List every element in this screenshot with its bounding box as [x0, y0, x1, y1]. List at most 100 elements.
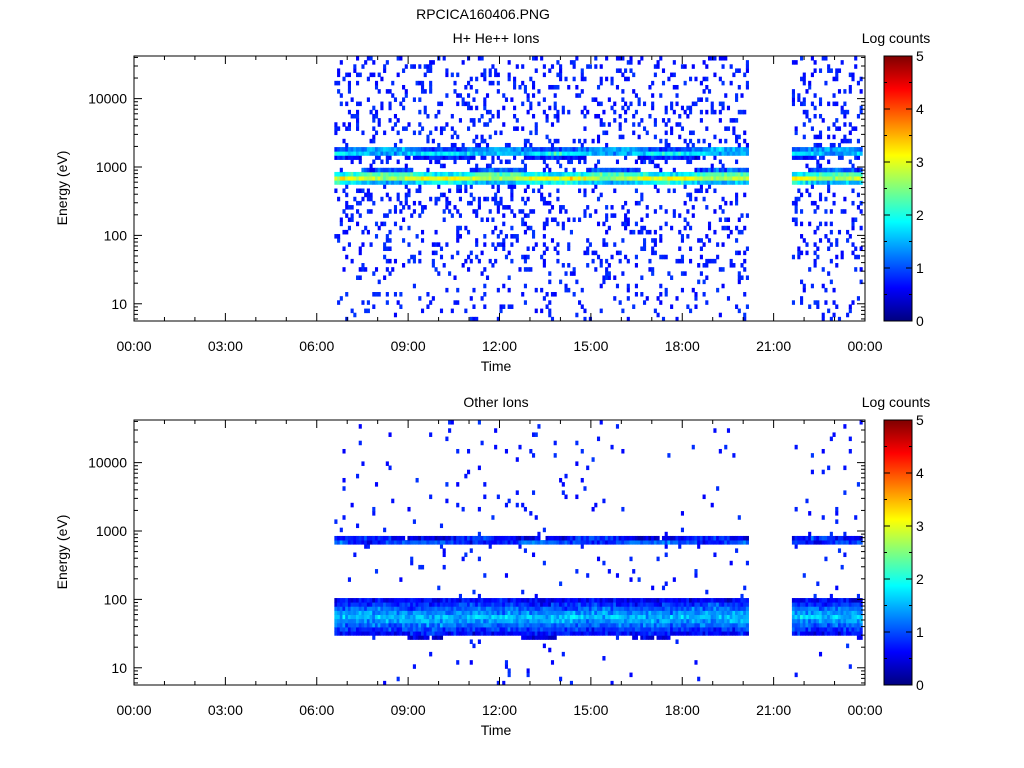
- spectrogram-cell: [469, 155, 473, 160]
- spectrogram-cell: [683, 151, 687, 156]
- spectrogram-cell: [818, 598, 823, 603]
- spectrogram-cell: [637, 577, 641, 582]
- spectrogram-cell: [358, 535, 362, 541]
- spectrogram-cell: [402, 180, 406, 185]
- spectrogram-cell: [640, 540, 644, 545]
- spectrogram-cell: [583, 622, 587, 628]
- spectrogram-cell: [445, 176, 449, 181]
- spectrogram-cell: [567, 540, 571, 545]
- spectrogram-cell: [840, 622, 844, 628]
- spectrogram-cell: [724, 606, 728, 611]
- spectrogram-cell: [726, 540, 731, 545]
- spectrogram-cell: [453, 142, 457, 148]
- spectrogram-cell: [372, 60, 376, 65]
- spectrogram-cell: [448, 627, 452, 632]
- spectrogram-cell: [575, 155, 579, 160]
- spectrogram-cell: [800, 296, 804, 301]
- spectrogram-cell: [358, 606, 362, 611]
- spectrogram-cell: [504, 540, 509, 545]
- spectrogram-cell: [494, 180, 498, 185]
- spectrogram-cell: [667, 618, 671, 624]
- spectrogram-cell: [637, 200, 641, 206]
- spectrogram-cell: [458, 196, 462, 202]
- spectrogram-cell: [735, 238, 739, 243]
- spectrogram-cell: [383, 68, 387, 73]
- spectrogram-cell: [629, 540, 633, 545]
- spectrogram-cell: [450, 420, 454, 425]
- spectrogram-cell: [618, 122, 622, 127]
- spectrogram-cell: [458, 225, 462, 231]
- spectrogram-cell: [485, 93, 490, 98]
- spectrogram-cell: [794, 171, 798, 177]
- spectrogram-cell: [821, 56, 825, 61]
- spectrogram-cell: [800, 76, 804, 82]
- spectrogram-cell: [388, 101, 392, 107]
- spectrogram-cell: [507, 602, 511, 607]
- spectrogram-cell: [567, 217, 571, 223]
- spectrogram-cell: [599, 283, 603, 289]
- spectrogram-cell: [694, 598, 698, 603]
- spectrogram-cell: [550, 122, 555, 127]
- spectrogram-cell: [859, 89, 863, 94]
- spectrogram-cell: [410, 167, 414, 173]
- spectrogram-cell: [467, 627, 471, 632]
- spectrogram-cell: [797, 622, 801, 628]
- spectrogram-cell: [464, 614, 468, 620]
- spectrogram-cell: [431, 540, 435, 545]
- spectrogram-cell: [634, 598, 638, 603]
- spectrogram-cell: [686, 535, 690, 541]
- spectrogram-cell: [393, 606, 398, 611]
- spectrogram-cell: [832, 93, 836, 98]
- spectrogram-cell: [407, 205, 411, 210]
- spectrogram-cell: [843, 209, 847, 214]
- spectrogram-cell: [602, 167, 606, 173]
- spectrogram-cell: [412, 540, 416, 545]
- spectrogram-cell: [791, 171, 796, 177]
- spectrogram-cell: [605, 267, 609, 272]
- spectrogram-cell: [824, 176, 828, 181]
- spectrogram-cell: [794, 602, 798, 607]
- spectrogram-cell: [578, 618, 582, 624]
- spectrogram-cell: [697, 631, 701, 636]
- spectrogram-cell: [713, 552, 717, 558]
- spectrogram-cell: [578, 188, 582, 194]
- spectrogram-cell: [702, 618, 706, 624]
- spectrogram-cell: [550, 151, 555, 156]
- spectrogram-cell: [859, 105, 863, 111]
- spectrogram-cell: [548, 598, 552, 603]
- spectrogram-cell: [634, 614, 638, 620]
- spectrogram-cell: [439, 622, 444, 628]
- x-tick-label: 18:00: [665, 338, 700, 354]
- spectrogram-cell: [418, 631, 422, 636]
- spectrogram-cell: [848, 72, 852, 78]
- spectrogram-cell: [824, 234, 828, 239]
- spectrogram-cell: [659, 56, 663, 61]
- spectrogram-cell: [672, 167, 676, 173]
- spectrogram-cell: [653, 122, 657, 127]
- spectrogram-cell: [434, 113, 438, 119]
- spectrogram-cell: [548, 138, 552, 144]
- spectrogram-cell: [475, 180, 479, 185]
- spectrogram-cell: [599, 420, 603, 425]
- spectrogram-cell: [437, 606, 441, 611]
- spectrogram-cell: [499, 304, 503, 309]
- spectrogram-cell: [472, 618, 476, 624]
- spectrogram-cell: [502, 205, 506, 210]
- spectrogram-cell: [545, 610, 549, 616]
- spectrogram-cell: [618, 126, 622, 131]
- spectrogram-cell: [743, 72, 747, 78]
- spectrogram-cell: [472, 118, 476, 123]
- spectrogram-cell: [653, 238, 657, 243]
- spectrogram-cell: [334, 176, 338, 181]
- spectrogram-cell: [467, 254, 471, 260]
- spectrogram-cell: [393, 122, 398, 127]
- spectrogram-cell: [442, 614, 446, 620]
- spectrogram-cell: [586, 606, 590, 611]
- spectrogram-cell: [369, 56, 373, 61]
- spectrogram-cell: [694, 540, 698, 545]
- spectrogram-cell: [442, 548, 446, 553]
- spectrogram-cell: [835, 585, 839, 591]
- spectrogram-cell: [361, 622, 365, 628]
- spectrogram-cell: [813, 113, 817, 119]
- spectrogram-cell: [480, 147, 484, 152]
